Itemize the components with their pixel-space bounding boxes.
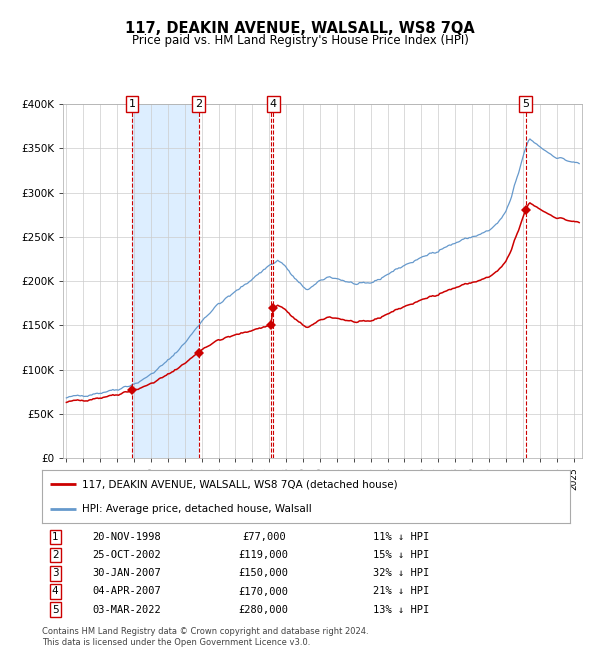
Text: Price paid vs. HM Land Registry's House Price Index (HPI): Price paid vs. HM Land Registry's House … — [131, 34, 469, 47]
Text: £77,000: £77,000 — [242, 532, 286, 542]
Text: 13% ↓ HPI: 13% ↓ HPI — [373, 604, 429, 615]
Text: £280,000: £280,000 — [239, 604, 289, 615]
Text: 5: 5 — [52, 604, 59, 615]
Text: £170,000: £170,000 — [239, 586, 289, 597]
Text: HPI: Average price, detached house, Walsall: HPI: Average price, detached house, Wals… — [82, 504, 311, 514]
Text: 11% ↓ HPI: 11% ↓ HPI — [373, 532, 429, 542]
Bar — [132, 104, 199, 458]
Text: 3: 3 — [52, 568, 59, 578]
Text: 1: 1 — [52, 532, 59, 542]
Text: 1: 1 — [128, 99, 136, 109]
Text: 15% ↓ HPI: 15% ↓ HPI — [373, 550, 429, 560]
Text: 4: 4 — [52, 586, 59, 597]
Text: 32% ↓ HPI: 32% ↓ HPI — [373, 568, 429, 578]
Text: 4: 4 — [270, 99, 277, 109]
Text: £119,000: £119,000 — [239, 550, 289, 560]
Text: 04-APR-2007: 04-APR-2007 — [92, 586, 161, 597]
Text: £150,000: £150,000 — [239, 568, 289, 578]
Text: 30-JAN-2007: 30-JAN-2007 — [92, 568, 161, 578]
Text: 03-MAR-2022: 03-MAR-2022 — [92, 604, 161, 615]
Text: This data is licensed under the Open Government Licence v3.0.: This data is licensed under the Open Gov… — [42, 638, 310, 647]
Text: 2: 2 — [52, 550, 59, 560]
Text: 21% ↓ HPI: 21% ↓ HPI — [373, 586, 429, 597]
Text: 2: 2 — [195, 99, 202, 109]
Text: Contains HM Land Registry data © Crown copyright and database right 2024.: Contains HM Land Registry data © Crown c… — [42, 627, 368, 636]
Text: 20-NOV-1998: 20-NOV-1998 — [92, 532, 161, 542]
Text: 5: 5 — [522, 99, 529, 109]
Text: 25-OCT-2002: 25-OCT-2002 — [92, 550, 161, 560]
Text: 117, DEAKIN AVENUE, WALSALL, WS8 7QA (detached house): 117, DEAKIN AVENUE, WALSALL, WS8 7QA (de… — [82, 479, 397, 489]
Text: 117, DEAKIN AVENUE, WALSALL, WS8 7QA: 117, DEAKIN AVENUE, WALSALL, WS8 7QA — [125, 21, 475, 36]
